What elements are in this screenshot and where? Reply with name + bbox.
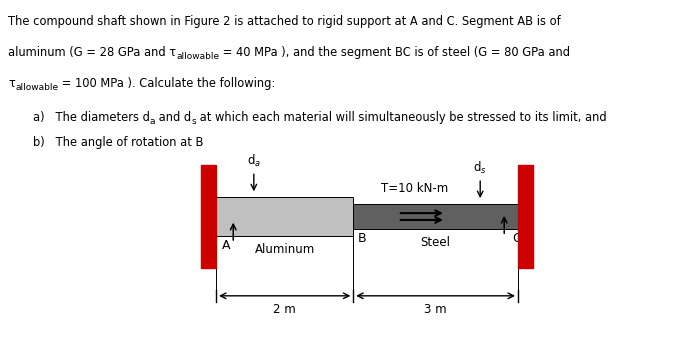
Text: B: B [357, 232, 366, 245]
Text: d$_s$: d$_s$ [473, 160, 487, 176]
Bar [353, 204, 518, 229]
Text: Steel: Steel [421, 236, 451, 249]
Text: at which each material will simultaneously be stressed to its limit, and: at which each material will simultaneous… [196, 111, 606, 124]
Text: s: s [191, 117, 196, 126]
Text: Aluminum: Aluminum [255, 243, 315, 256]
Text: allowable: allowable [15, 83, 58, 92]
Text: a: a [150, 117, 155, 126]
Text: 3 m: 3 m [425, 303, 447, 316]
Bar [518, 165, 533, 268]
Text: = 100 MPa ). Calculate the following:: = 100 MPa ). Calculate the following: [58, 77, 276, 90]
Text: C: C [512, 232, 521, 245]
Text: and d: and d [155, 111, 191, 124]
Bar [201, 165, 216, 268]
Text: aluminum (G = 28 GPa and τ: aluminum (G = 28 GPa and τ [8, 46, 176, 59]
Text: A: A [222, 239, 230, 252]
Text: T=10 kN-m: T=10 kN-m [381, 182, 448, 195]
Text: b)   The angle of rotation at B: b) The angle of rotation at B [33, 136, 204, 149]
Bar [216, 197, 353, 236]
Text: d$_a$: d$_a$ [247, 153, 261, 169]
Text: = 40 MPa ), and the segment BC is of steel (G = 80 GPa and: = 40 MPa ), and the segment BC is of ste… [220, 46, 571, 59]
Text: a)   The diameters d: a) The diameters d [33, 111, 150, 124]
Text: The compound shaft shown in Figure 2 is attached to rigid support at A and C. Se: The compound shaft shown in Figure 2 is … [8, 15, 561, 28]
Text: τ: τ [8, 77, 15, 90]
Text: allowable: allowable [176, 52, 220, 61]
Text: 2 m: 2 m [273, 303, 296, 316]
